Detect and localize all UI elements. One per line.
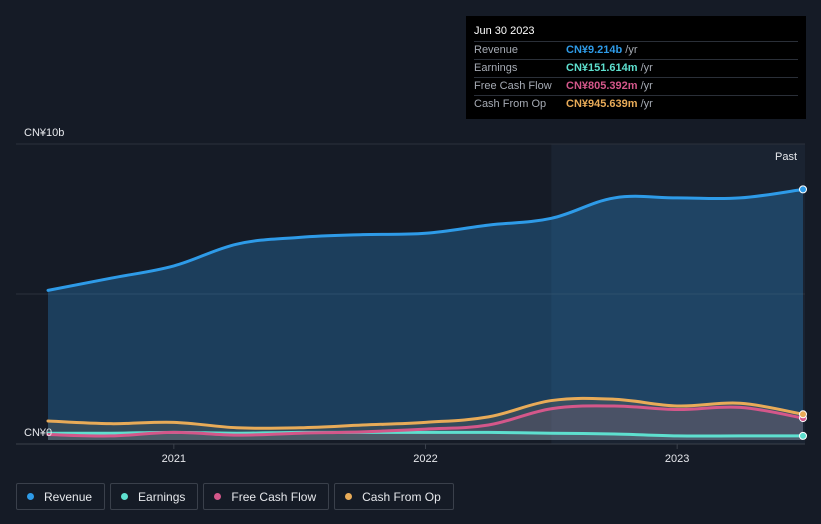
tooltip-row-value: CN¥805.392m (566, 80, 638, 92)
tooltip-row-label: Revenue (474, 44, 519, 56)
tooltip-row-label: Earnings (474, 62, 518, 74)
series-areas (48, 189, 803, 440)
x-tick-label-2021: 2021 (162, 453, 186, 465)
legend-item-label: Free Cash Flow (231, 489, 317, 504)
y-axis-bottom-label: CN¥0 (24, 427, 52, 439)
legend-item-label: Earnings (138, 489, 186, 504)
legend-item-revenue[interactable]: Revenue (16, 483, 106, 510)
series-endpoints (799, 185, 807, 440)
legend-item-free-cash-flow[interactable]: Free Cash Flow (203, 483, 330, 510)
tooltip-row-unit: /yr (625, 44, 638, 56)
tooltip-row-unit: /yr (640, 98, 653, 110)
tooltip-row-value: CN¥945.639m (566, 98, 638, 110)
cash-from-op-area (48, 398, 803, 440)
legend-item-label: Revenue (44, 489, 93, 504)
tooltip-row-unit: /yr (640, 62, 653, 74)
tooltip-row-label: Cash From Op (474, 98, 547, 110)
series-lines (46, 187, 805, 438)
legend-item-cash-from-op[interactable]: Cash From Op (334, 483, 454, 510)
x-tick-label-2023: 2023 (665, 453, 689, 465)
x-axis-ticks: 2021 2022 2023 (162, 444, 689, 465)
legend-item-earnings[interactable]: Earnings (110, 483, 199, 510)
tooltip-date: Jun 30 2023 (474, 24, 798, 42)
cash-from-op-endpoint (799, 410, 807, 419)
tooltip-row-unit: /yr (640, 80, 653, 92)
tooltip-row-label: Free Cash Flow (474, 80, 552, 92)
tooltip-row-cash-from-op: Cash From Op CN¥945.639m/yr (474, 96, 798, 113)
y-axis-top-label: CN¥10b (24, 127, 64, 139)
legend: Revenue Earnings Free Cash Flow Cash From O… (16, 483, 454, 510)
legend-dot-icon (214, 493, 222, 500)
tooltip: Jun 30 2023 Revenue CN¥9.214b/yr Earnings C… (466, 16, 806, 119)
tooltip-row-earnings: Earnings CN¥151.614m/yr (474, 60, 798, 78)
cash-from-op-line (46, 396, 805, 430)
free-cash-flow-line (46, 404, 805, 438)
revenue-endpoint (799, 185, 807, 194)
legend-dot-icon (121, 493, 129, 500)
legend-item-label: Cash From Op (362, 489, 441, 504)
x-tick-label-2022: 2022 (413, 453, 437, 465)
tooltip-row-free-cash-flow: Free Cash Flow CN¥805.392m/yr (474, 78, 798, 96)
free-cash-flow-area (48, 405, 803, 440)
earnings-endpoint (799, 431, 807, 440)
tooltip-row-value: CN¥151.614m (566, 62, 638, 74)
legend-dot-icon (345, 493, 353, 500)
revenue-line (46, 187, 805, 292)
legend-dot-icon (27, 493, 34, 500)
tooltip-rows: Revenue CN¥9.214b/yr Earnings CN¥151.614m/y… (474, 42, 798, 113)
revenue-area (48, 189, 803, 440)
tooltip-row-value: CN¥9.214b (566, 44, 623, 56)
tooltip-row-revenue: Revenue CN¥9.214b/yr (474, 42, 798, 60)
past-label: Past (775, 151, 797, 163)
